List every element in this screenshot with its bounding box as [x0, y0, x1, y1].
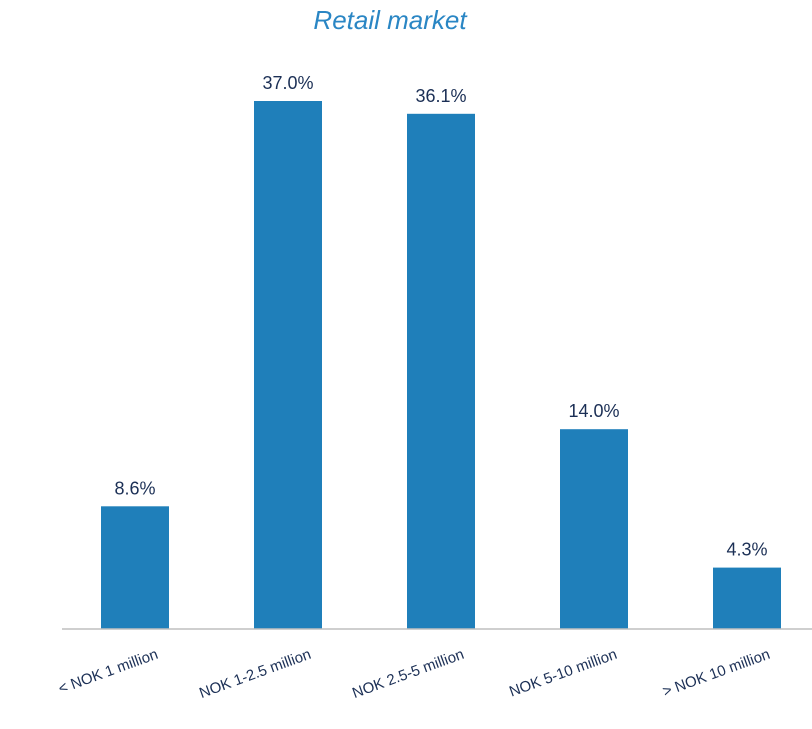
value-label: 36.1%	[415, 86, 466, 106]
value-labels-group: 8.6% 37.0% 36.1% 14.0% 4.3%	[114, 73, 767, 560]
bar	[713, 567, 781, 629]
bar	[101, 506, 169, 629]
value-label: 4.3%	[726, 540, 767, 560]
category-labels-group: < NOK 1 million NOK 1-2.5 million NOK 2.5-…	[56, 646, 772, 702]
value-label: 8.6%	[114, 478, 155, 498]
category-label: NOK 5-10 million	[507, 646, 619, 701]
bar	[254, 101, 322, 629]
chart-title: Retail market	[313, 5, 468, 35]
bars-group	[101, 101, 781, 630]
value-label: 37.0%	[262, 73, 313, 93]
category-label: > NOK 10 million	[660, 646, 772, 701]
bar	[560, 429, 628, 629]
category-label: NOK 1-2.5 million	[197, 646, 313, 702]
category-label: < NOK 1 million	[56, 646, 160, 698]
value-label: 14.0%	[568, 401, 619, 421]
category-label: NOK 2.5-5 million	[350, 646, 466, 702]
bar	[407, 113, 475, 630]
